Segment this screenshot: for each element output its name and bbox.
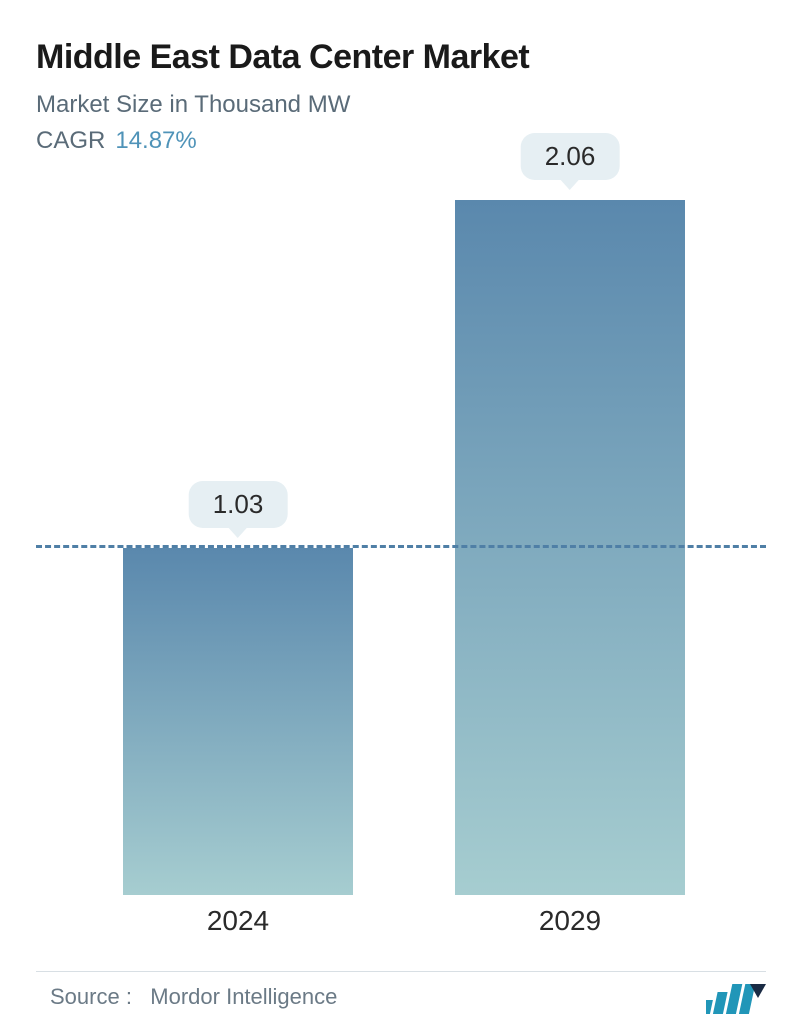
chart-title: Middle East Data Center Market	[36, 38, 760, 77]
chart-subtitle: Market Size in Thousand MW	[36, 91, 760, 119]
chart-plot-area: 1.03 2.06 2024 2029	[36, 180, 766, 940]
mordor-logo-icon	[706, 976, 766, 1016]
reference-line	[36, 545, 766, 548]
value-badge-2024: 1.03	[189, 481, 288, 528]
source-label: Source :	[50, 984, 132, 1009]
x-label-2024: 2024	[92, 905, 384, 937]
bar-slot-2024: 1.03	[92, 200, 384, 895]
x-axis: 2024 2029	[72, 895, 736, 940]
bars-wrapper: 1.03 2.06	[72, 200, 736, 895]
value-badge-2029: 2.06	[521, 133, 620, 180]
cagr-value: 14.87%	[115, 127, 196, 154]
bar-2024: 1.03	[123, 548, 353, 896]
cagr-row: CAGR 14.87%	[36, 127, 760, 155]
bar-2029: 2.06	[455, 200, 685, 895]
source-attribution: Source : Mordor Intelligence	[50, 984, 337, 1010]
source-value: Mordor Intelligence	[150, 984, 337, 1009]
cagr-label: CAGR	[36, 127, 105, 154]
chart-container: Middle East Data Center Market Market Si…	[0, 0, 796, 1034]
x-label-2029: 2029	[424, 905, 716, 937]
bar-slot-2029: 2.06	[424, 200, 716, 895]
footer-divider	[36, 971, 766, 972]
